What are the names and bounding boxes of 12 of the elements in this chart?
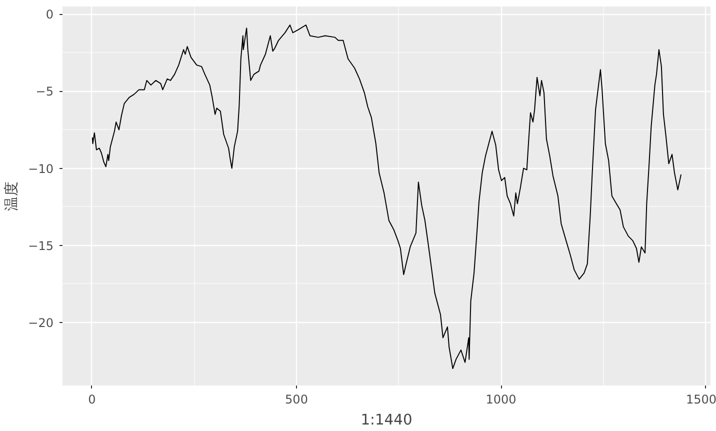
x-axis-title: 1:1440 bbox=[360, 412, 412, 428]
y-tick-label: −15 bbox=[28, 238, 54, 253]
x-tick-label: 1000 bbox=[486, 392, 516, 406]
x-tick-label: 500 bbox=[285, 392, 308, 406]
line-series bbox=[92, 24, 682, 370]
x-tick-label: 0 bbox=[88, 392, 96, 406]
y-tick-label: −10 bbox=[28, 162, 54, 176]
y-tick-label: −20 bbox=[28, 316, 54, 330]
x-tick-label: 1500 bbox=[686, 392, 716, 406]
y-tick-label: 0 bbox=[46, 8, 54, 22]
y-axis-title: 温度 bbox=[3, 181, 20, 211]
y-tick-label: −5 bbox=[36, 84, 54, 99]
